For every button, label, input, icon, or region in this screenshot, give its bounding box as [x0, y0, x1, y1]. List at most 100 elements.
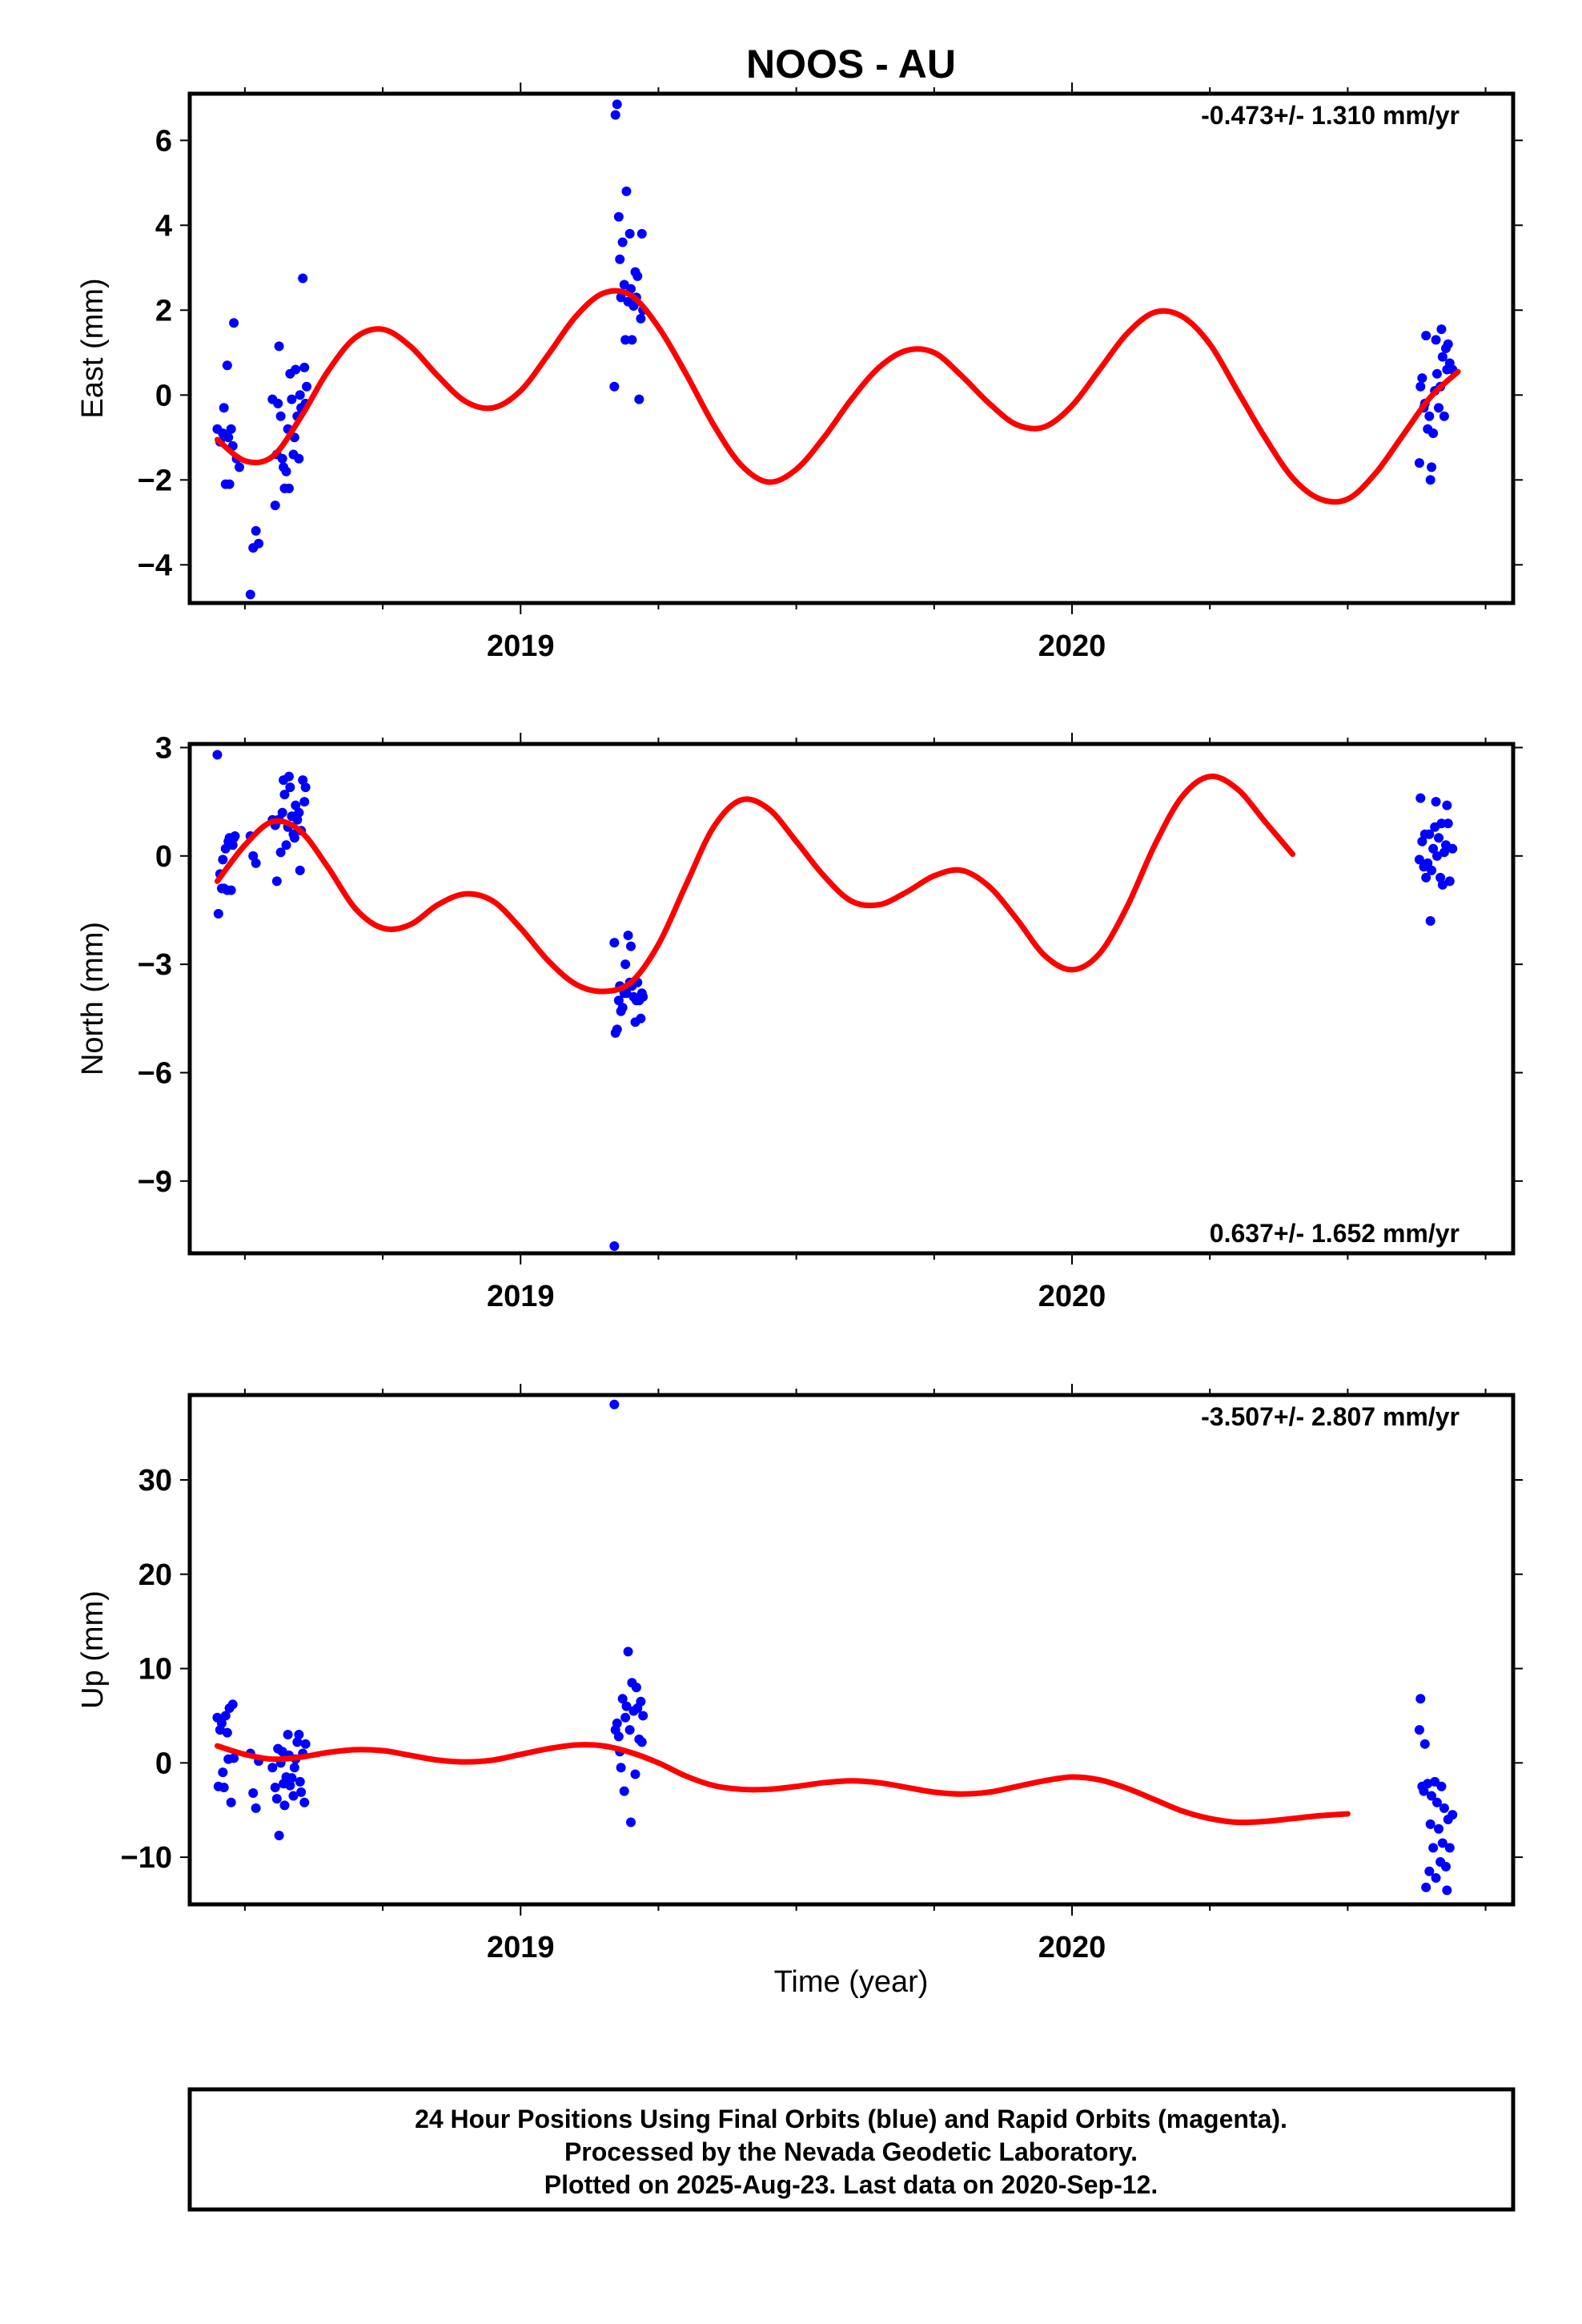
- plot-frame: [187, 1393, 1516, 1907]
- footer-line-1: 24 Hour Positions Using Final Orbits (bl…: [415, 2105, 1287, 2133]
- data-point: [254, 538, 264, 549]
- fit-curve: [214, 773, 1295, 995]
- y-tick-label: 0: [155, 379, 172, 412]
- data-point: [627, 335, 637, 345]
- data-point: [283, 771, 294, 782]
- data-point: [1439, 411, 1449, 421]
- data-point: [229, 1753, 239, 1763]
- data-point: [1428, 1843, 1439, 1853]
- data-point: [292, 1737, 303, 1747]
- data-point: [1447, 1810, 1458, 1820]
- data-point: [245, 589, 255, 600]
- data-point: [251, 1803, 261, 1813]
- data-point: [1442, 1885, 1452, 1896]
- data-point: [636, 228, 647, 239]
- data-point: [216, 1718, 227, 1728]
- y-tick-label: −9: [138, 1165, 172, 1199]
- data-point: [295, 865, 305, 875]
- data-point: [621, 988, 632, 999]
- y-tick-label: 10: [139, 1653, 172, 1687]
- data-point: [621, 186, 632, 196]
- data-point: [295, 390, 305, 400]
- data-point: [623, 1647, 633, 1657]
- data-point: [1424, 411, 1435, 421]
- data-layer: [212, 750, 1458, 1251]
- y-tick-label: 0: [155, 1747, 172, 1780]
- rate-label: -3.507+/- 2.807 mm/yr: [1201, 1402, 1460, 1431]
- data-point: [1424, 1866, 1435, 1876]
- data-point: [1427, 1791, 1437, 1801]
- y-tick-label: −2: [138, 464, 172, 497]
- data-point: [294, 1730, 304, 1739]
- data-point: [1431, 850, 1442, 861]
- data-point: [612, 1718, 622, 1728]
- data-point: [636, 1013, 646, 1023]
- data-point: [610, 110, 620, 120]
- data-point: [295, 1776, 305, 1787]
- data-point: [287, 394, 297, 404]
- data-point: [636, 313, 646, 324]
- data-point: [273, 398, 283, 408]
- data-point: [613, 995, 624, 1006]
- y-axis-label: North (mm): [76, 922, 110, 1076]
- data-point: [617, 1694, 628, 1704]
- data-point: [626, 1817, 636, 1827]
- x-tick-label: 2020: [1038, 1931, 1106, 1964]
- data-point: [1436, 324, 1447, 335]
- data-point: [287, 1773, 297, 1783]
- data-point: [298, 775, 308, 786]
- data-point: [1443, 339, 1453, 349]
- data-point: [1421, 1882, 1431, 1892]
- data-point: [1431, 1797, 1442, 1807]
- data-point: [1431, 1873, 1441, 1884]
- data-point: [624, 1725, 635, 1735]
- data-point: [1431, 368, 1442, 379]
- data-point: [613, 1731, 624, 1742]
- y-tick-label: 30: [139, 1464, 172, 1498]
- data-point: [219, 403, 229, 413]
- data-point: [612, 99, 622, 110]
- data-point: [1423, 858, 1433, 868]
- data-point: [248, 1788, 259, 1799]
- data-point: [1437, 1838, 1447, 1848]
- data-point: [289, 833, 299, 843]
- data-point: [620, 335, 631, 345]
- data-point: [271, 876, 282, 887]
- data-point: [300, 1739, 311, 1749]
- data-point: [1428, 428, 1439, 438]
- data-point: [1447, 843, 1458, 854]
- y-tick-label: 20: [139, 1558, 172, 1592]
- y-axis-label: East (mm): [76, 278, 110, 418]
- data-point: [1424, 829, 1435, 839]
- data-point: [275, 411, 286, 421]
- data-point: [613, 211, 624, 222]
- data-point: [1434, 403, 1444, 413]
- y-tick-label: 4: [155, 209, 172, 243]
- data-point: [609, 1240, 620, 1251]
- data-point: [638, 1711, 648, 1721]
- data-point: [279, 1800, 290, 1811]
- data-point: [1439, 1803, 1449, 1813]
- data-point: [620, 1712, 631, 1723]
- data-point: [285, 782, 295, 793]
- data-point: [617, 1003, 628, 1013]
- data-point: [279, 790, 290, 800]
- data-point: [277, 453, 287, 464]
- data-point: [291, 364, 301, 375]
- data-point: [283, 483, 294, 493]
- y-tick-label: 2: [155, 294, 172, 328]
- data-point: [1414, 458, 1424, 468]
- x-tick-label: 2019: [487, 1931, 555, 1964]
- footer-frame: [187, 2087, 1516, 2212]
- data-point: [638, 991, 648, 1002]
- data-point: [1437, 879, 1447, 890]
- data-point: [626, 941, 636, 951]
- data-point: [1421, 872, 1431, 883]
- data-point: [298, 273, 308, 283]
- data-point: [616, 1763, 626, 1773]
- data-point: [226, 885, 236, 895]
- data-point: [1435, 872, 1446, 883]
- y-tick-label: −6: [138, 1056, 172, 1090]
- data-point: [636, 1737, 647, 1747]
- data-point: [634, 394, 644, 404]
